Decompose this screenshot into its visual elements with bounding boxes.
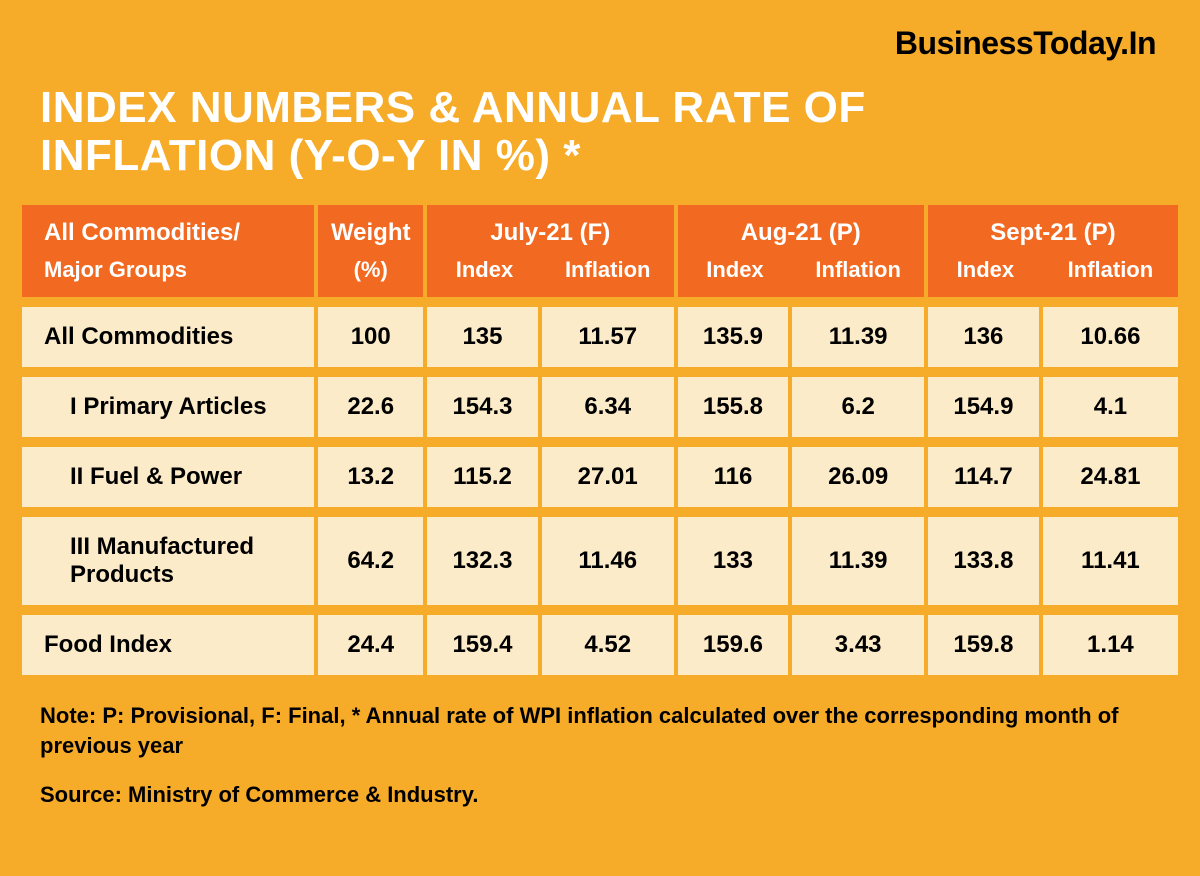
title-line-1: INDEX NUMBERS & ANNUAL RATE OF bbox=[40, 83, 866, 132]
cell-jul-idx: 132.3 bbox=[427, 507, 542, 605]
footnote-text: Note: P: Provisional, F: Final, * Annual… bbox=[22, 701, 1178, 760]
infographic-page: BusinessToday.In INDEX NUMBERS & ANNUAL … bbox=[0, 0, 1200, 876]
cell-jul-idx: 159.4 bbox=[427, 605, 542, 675]
cell-jul-inf: 4.52 bbox=[542, 605, 678, 675]
cell-aug-idx: 133 bbox=[678, 507, 793, 605]
cell-sep-idx: 133.8 bbox=[928, 507, 1043, 605]
col-aug-index: Index bbox=[678, 253, 793, 297]
inflation-table: All Commodities/ Weight July-21 (F) Aug-… bbox=[22, 205, 1178, 675]
cell-aug-idx: 155.8 bbox=[678, 367, 793, 437]
col-sep-inflation: Inflation bbox=[1043, 253, 1178, 297]
col-jul-inflation: Inflation bbox=[542, 253, 678, 297]
col-sep-index: Index bbox=[928, 253, 1043, 297]
cell-name: III Manufactured Products bbox=[22, 507, 318, 605]
cell-aug-inf: 11.39 bbox=[792, 297, 928, 367]
cell-sep-inf: 4.1 bbox=[1043, 367, 1178, 437]
cell-jul-inf: 11.57 bbox=[542, 297, 678, 367]
cell-weight: 22.6 bbox=[318, 367, 427, 437]
col-groups-subheader: Major Groups bbox=[22, 253, 318, 297]
cell-sep-inf: 10.66 bbox=[1043, 297, 1178, 367]
table-row: II Fuel & Power 13.2 115.2 27.01 116 26.… bbox=[22, 437, 1178, 507]
cell-sep-idx: 159.8 bbox=[928, 605, 1043, 675]
col-period-aug: Aug-21 (P) bbox=[678, 205, 928, 253]
source-text: Source: Ministry of Commerce & Industry. bbox=[22, 782, 1178, 808]
cell-aug-idx: 159.6 bbox=[678, 605, 793, 675]
cell-name: All Commodities bbox=[22, 297, 318, 367]
cell-jul-inf: 27.01 bbox=[542, 437, 678, 507]
cell-name: I Primary Articles bbox=[22, 367, 318, 437]
cell-weight: 64.2 bbox=[318, 507, 427, 605]
cell-jul-inf: 6.34 bbox=[542, 367, 678, 437]
cell-aug-inf: 3.43 bbox=[792, 605, 928, 675]
cell-sep-idx: 114.7 bbox=[928, 437, 1043, 507]
cell-weight: 100 bbox=[318, 297, 427, 367]
cell-weight: 24.4 bbox=[318, 605, 427, 675]
col-period-sep: Sept-21 (P) bbox=[928, 205, 1178, 253]
col-weight-header: Weight bbox=[318, 205, 427, 253]
table-body: All Commodities 100 135 11.57 135.9 11.3… bbox=[22, 297, 1178, 675]
cell-aug-idx: 135.9 bbox=[678, 297, 793, 367]
col-period-jul: July-21 (F) bbox=[427, 205, 677, 253]
col-aug-inflation: Inflation bbox=[792, 253, 928, 297]
cell-aug-inf: 6.2 bbox=[792, 367, 928, 437]
table-row: III Manufactured Products 64.2 132.3 11.… bbox=[22, 507, 1178, 605]
cell-name: Food Index bbox=[22, 605, 318, 675]
col-groups-header: All Commodities/ bbox=[22, 205, 318, 253]
table-row: Food Index 24.4 159.4 4.52 159.6 3.43 15… bbox=[22, 605, 1178, 675]
title-line-2: INFLATION (Y-O-Y IN %) * bbox=[40, 131, 581, 180]
col-weight-subheader: (%) bbox=[318, 253, 427, 297]
cell-sep-idx: 154.9 bbox=[928, 367, 1043, 437]
cell-sep-inf: 24.81 bbox=[1043, 437, 1178, 507]
brand-logo: BusinessToday.In bbox=[22, 20, 1178, 62]
cell-aug-idx: 116 bbox=[678, 437, 793, 507]
cell-sep-idx: 136 bbox=[928, 297, 1043, 367]
cell-aug-inf: 11.39 bbox=[792, 507, 928, 605]
cell-jul-idx: 115.2 bbox=[427, 437, 542, 507]
main-title: INDEX NUMBERS & ANNUAL RATE OF INFLATION… bbox=[22, 84, 1178, 179]
cell-sep-inf: 11.41 bbox=[1043, 507, 1178, 605]
cell-aug-inf: 26.09 bbox=[792, 437, 928, 507]
table-row: All Commodities 100 135 11.57 135.9 11.3… bbox=[22, 297, 1178, 367]
cell-weight: 13.2 bbox=[318, 437, 427, 507]
table-row: I Primary Articles 22.6 154.3 6.34 155.8… bbox=[22, 367, 1178, 437]
cell-jul-idx: 154.3 bbox=[427, 367, 542, 437]
cell-name: II Fuel & Power bbox=[22, 437, 318, 507]
cell-jul-idx: 135 bbox=[427, 297, 542, 367]
col-jul-index: Index bbox=[427, 253, 542, 297]
cell-jul-inf: 11.46 bbox=[542, 507, 678, 605]
cell-sep-inf: 1.14 bbox=[1043, 605, 1178, 675]
